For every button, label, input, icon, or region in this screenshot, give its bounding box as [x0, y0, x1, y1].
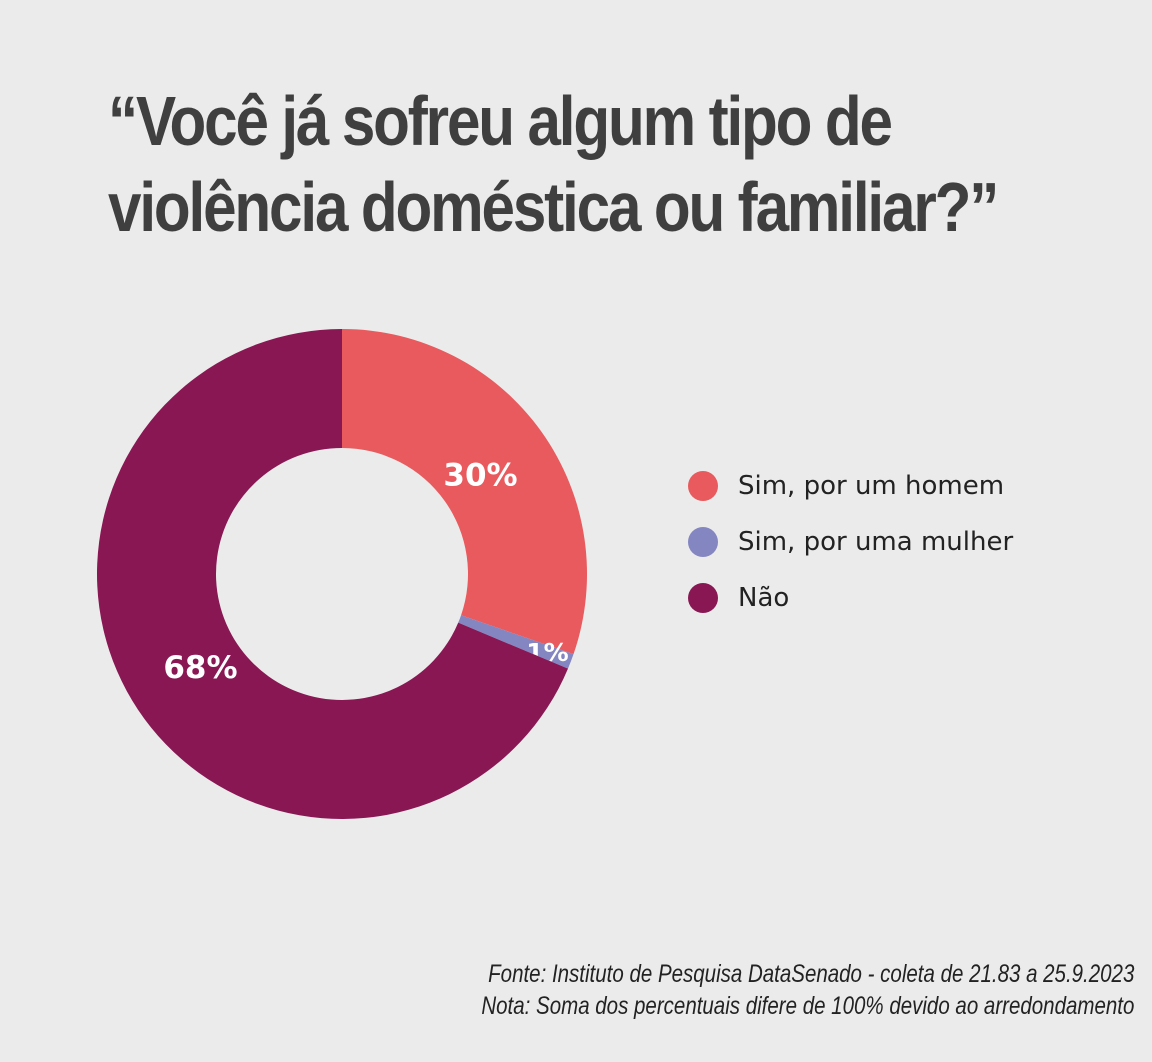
source-note: Fonte: Instituto de Pesquisa DataSenado …	[487, 960, 1135, 988]
chart-legend: Sim, por um homem Sim, por uma mulher Nã…	[688, 458, 1088, 626]
legend-swatch-sim-homem	[688, 471, 718, 501]
chart-title-line-2: violência doméstica ou familiar?”	[108, 168, 999, 246]
chart-title: “Você já sofreu algum tipo de violência …	[108, 78, 999, 250]
legend-label-sim-homem: Sim, por um homem	[738, 471, 1005, 501]
slice-sim-mulher	[458, 615, 574, 669]
legend-item-sim-mulher: Sim, por uma mulher	[688, 514, 1088, 570]
legend-item-nao: Não	[688, 570, 1088, 626]
legend-label-nao: Não	[738, 583, 790, 613]
slice-label-nao: 68%	[163, 650, 237, 686]
slice-label-sim-homem: 30%	[443, 457, 517, 493]
rounding-note: Nota: Soma dos percentuais difere de 100…	[480, 992, 1134, 1020]
legend-label-sim-mulher: Sim, por uma mulher	[738, 527, 1014, 557]
chart-title-line-1: “Você já sofreu algum tipo de	[108, 82, 893, 160]
donut-chart: 30%1%68%	[96, 329, 587, 819]
legend-swatch-sim-mulher	[688, 527, 718, 557]
legend-item-sim-homem: Sim, por um homem	[688, 458, 1088, 514]
legend-swatch-nao	[688, 583, 718, 613]
slice-sim-homem	[342, 329, 587, 655]
slice-nao	[96, 329, 568, 819]
chart-footer: Fonte: Instituto de Pesquisa DataSenado …	[338, 958, 1134, 1022]
